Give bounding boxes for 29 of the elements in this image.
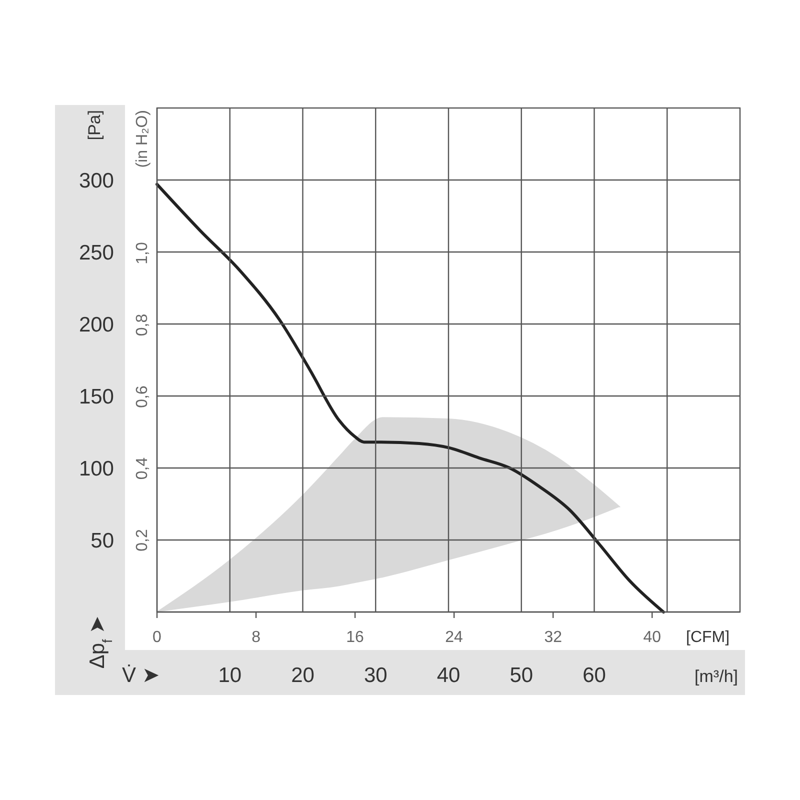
y2-tick-label: 0,8 [134,314,151,336]
x-tick-label: 40 [436,664,460,687]
line-series [156,182,665,614]
x2-tick-label: 16 [346,629,364,646]
text: [Pa] [85,110,104,140]
y2-tick-label: 1,0 [134,242,151,264]
y2-tick-label: 0,2 [134,529,151,552]
y-tick-label: 200 [78,313,114,336]
x-axis-title: V̇ ➤ [122,664,160,687]
x-tick-label: 10 [218,664,242,687]
y2-tick-label: 0,6 [134,386,151,408]
y-tick-label: 100 [78,457,114,480]
y2-tick-label: 0,4 [134,457,151,480]
x2-tick-label: 40 [643,629,662,646]
x-tick-label: 60 [582,664,606,687]
x2-tick-label: 8 [252,629,261,646]
text: [m³/h] [694,667,738,686]
x-tick-label: 20 [291,664,314,687]
y-tick-label: 150 [78,385,114,408]
x2-axis-title: [CFM] [686,629,730,646]
y2-axis-title: (in H₂O) [134,110,151,168]
y-tick-label: 300 [78,169,114,192]
y-tick-label: 50 [90,529,114,552]
y-tick-label: 250 [78,241,114,264]
x-tick-label: 50 [510,664,534,687]
x-tick-label: 30 [364,664,388,687]
x2-tick-label: 0 [152,629,162,646]
x2-tick-label: 32 [544,629,562,646]
x2-tick-label: 24 [445,629,464,646]
